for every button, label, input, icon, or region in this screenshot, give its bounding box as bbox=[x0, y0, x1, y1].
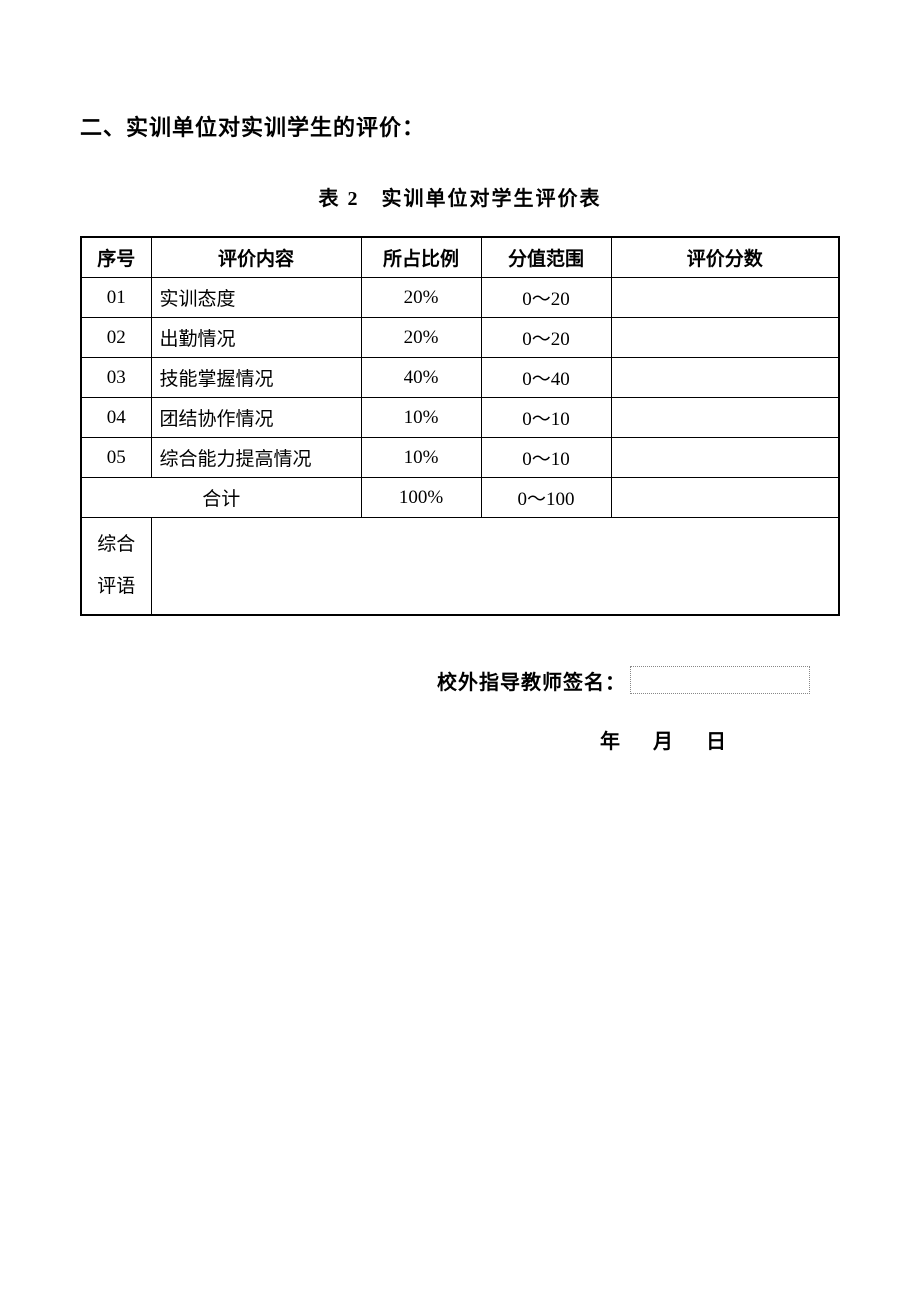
col-header-seq: 序号 bbox=[81, 237, 151, 278]
cell-seq: 04 bbox=[81, 398, 151, 438]
cell-score[interactable] bbox=[611, 278, 839, 318]
cell-seq: 05 bbox=[81, 438, 151, 478]
cell-ratio: 10% bbox=[361, 398, 481, 438]
col-header-content: 评价内容 bbox=[151, 237, 361, 278]
cell-ratio: 40% bbox=[361, 358, 481, 398]
date-year-label: 年 bbox=[600, 731, 620, 753]
table-row: 01 实训态度 20% 0～20 bbox=[81, 278, 839, 318]
total-score[interactable] bbox=[611, 478, 839, 518]
cell-content: 实训态度 bbox=[151, 278, 361, 318]
cell-range: 0～20 bbox=[481, 318, 611, 358]
col-header-ratio: 所占比例 bbox=[361, 237, 481, 278]
date-line: 年 月 日 bbox=[80, 725, 810, 754]
col-header-score: 评价分数 bbox=[611, 237, 839, 278]
cell-ratio: 20% bbox=[361, 318, 481, 358]
table-row: 03 技能掌握情况 40% 0～40 bbox=[81, 358, 839, 398]
cell-ratio: 10% bbox=[361, 438, 481, 478]
comment-label: 综合评语 bbox=[81, 518, 151, 615]
signature-line: 校外指导教师签名： bbox=[437, 666, 810, 695]
cell-range: 0～10 bbox=[481, 398, 611, 438]
total-ratio: 100% bbox=[361, 478, 481, 518]
table-header-row: 序号 评价内容 所占比例 分值范围 评价分数 bbox=[81, 237, 839, 278]
total-range: 0～100 bbox=[481, 478, 611, 518]
signature-block: 校外指导教师签名： 年 月 日 bbox=[80, 666, 840, 754]
cell-seq: 03 bbox=[81, 358, 151, 398]
signature-label: 校外指导教师签名： bbox=[437, 666, 626, 695]
table-total-row: 合计 100% 0～100 bbox=[81, 478, 839, 518]
cell-content: 团结协作情况 bbox=[151, 398, 361, 438]
comment-body[interactable] bbox=[151, 518, 839, 615]
section-heading: 二、实训单位对实训学生的评价： bbox=[80, 110, 840, 142]
evaluation-table: 序号 评价内容 所占比例 分值范围 评价分数 01 实训态度 20% 0～20 … bbox=[80, 236, 840, 616]
col-header-range: 分值范围 bbox=[481, 237, 611, 278]
cell-content: 综合能力提高情况 bbox=[151, 438, 361, 478]
table-comment-row: 综合评语 bbox=[81, 518, 839, 615]
cell-range: 0～40 bbox=[481, 358, 611, 398]
cell-range: 0～10 bbox=[481, 438, 611, 478]
cell-score[interactable] bbox=[611, 318, 839, 358]
date-month-label: 月 bbox=[653, 731, 673, 753]
signature-field[interactable] bbox=[630, 666, 810, 694]
cell-content: 出勤情况 bbox=[151, 318, 361, 358]
cell-score[interactable] bbox=[611, 398, 839, 438]
cell-seq: 02 bbox=[81, 318, 151, 358]
table-caption: 表 2 实训单位对学生评价表 bbox=[80, 182, 840, 211]
cell-seq: 01 bbox=[81, 278, 151, 318]
cell-content: 技能掌握情况 bbox=[151, 358, 361, 398]
date-day-label: 日 bbox=[706, 731, 726, 753]
cell-range: 0～20 bbox=[481, 278, 611, 318]
cell-score[interactable] bbox=[611, 358, 839, 398]
cell-score[interactable] bbox=[611, 438, 839, 478]
table-row: 04 团结协作情况 10% 0～10 bbox=[81, 398, 839, 438]
table-row: 05 综合能力提高情况 10% 0～10 bbox=[81, 438, 839, 478]
cell-ratio: 20% bbox=[361, 278, 481, 318]
total-label: 合计 bbox=[81, 478, 361, 518]
table-row: 02 出勤情况 20% 0～20 bbox=[81, 318, 839, 358]
